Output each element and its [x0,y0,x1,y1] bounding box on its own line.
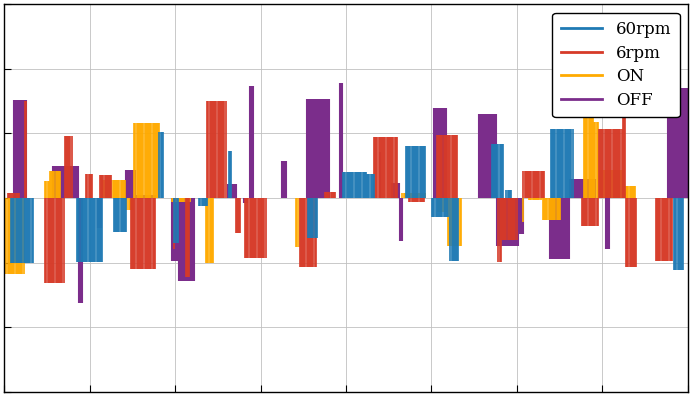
Legend: 60rpm, 6rpm, ON, OFF: 60rpm, 6rpm, ON, OFF [552,13,680,117]
